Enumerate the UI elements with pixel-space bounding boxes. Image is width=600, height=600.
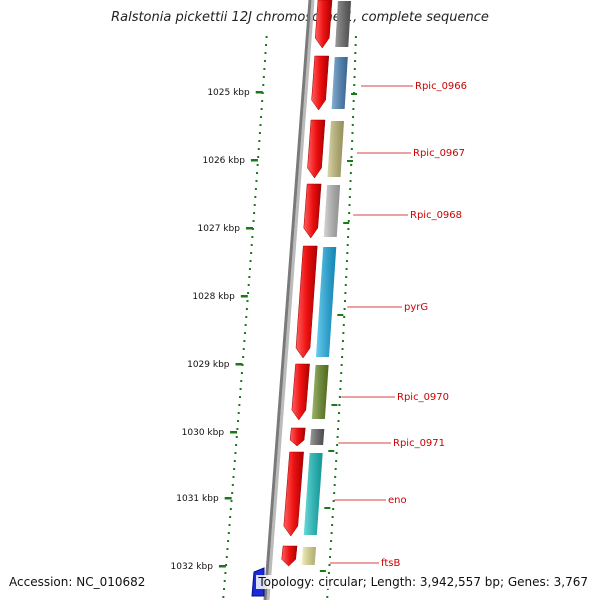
inner-tick-ring	[222, 36, 268, 598]
gene-bar-shading	[301, 547, 317, 565]
kbp-tick-label: 1028 kbp	[192, 292, 235, 302]
gene-tick	[331, 404, 338, 406]
cds-arrow	[291, 363, 310, 421]
gene-label[interactable]: Rpic_0971	[393, 438, 445, 449]
cds-arrow	[307, 119, 326, 179]
gene-tick	[328, 450, 335, 452]
gene-label[interactable]: Rpic_0966	[415, 81, 467, 92]
kbp-tick-mark	[245, 227, 253, 230]
cds-arrow	[314, 0, 333, 49]
kbp-tick-label: 1029 kbp	[187, 360, 230, 370]
kbp-tick-mark	[240, 295, 248, 298]
map-title: Ralstonia pickettii 12J chromosome 1, co…	[111, 10, 489, 25]
cds-arrow	[295, 245, 318, 359]
gene-label[interactable]: pyrG	[404, 302, 428, 313]
accession-label: Accession: NC_010682	[9, 575, 146, 589]
gene-bar-shading	[323, 185, 341, 237]
backbone-shadow	[266, 0, 315, 600]
gene-bar-shading	[316, 247, 337, 357]
cds-arrow	[311, 55, 330, 111]
gene-tick	[319, 570, 326, 572]
gene-label[interactable]: Rpic_0970	[397, 392, 449, 403]
topology-label: Topology: circular; Length: 3,942,557 bp…	[256, 575, 590, 589]
gene-bar-shading	[327, 121, 345, 177]
kbp-tick-mark	[255, 91, 263, 94]
gene-tick	[343, 222, 350, 224]
kbp-tick-label: 1025 kbp	[207, 88, 250, 98]
kbp-tick-mark	[230, 431, 238, 434]
kbp-tick-mark	[218, 565, 226, 568]
gene-bar-shading	[331, 57, 348, 109]
gene-label[interactable]: Rpic_0967	[413, 148, 465, 159]
gene-bar-shading	[303, 453, 323, 535]
kbp-tick-label: 1027 kbp	[198, 224, 241, 234]
backbone	[263, 0, 312, 600]
kbp-tick-mark	[235, 363, 243, 366]
kbp-tick-mark	[224, 497, 232, 500]
gene-tick	[351, 93, 358, 95]
gene-label[interactable]: ftsB	[381, 558, 400, 569]
cds-arrow	[283, 451, 304, 537]
gene-label[interactable]: Rpic_0968	[410, 210, 462, 221]
cds-arrow	[303, 183, 322, 239]
gene-bar-shading	[335, 1, 351, 47]
cds-arrow	[281, 545, 298, 567]
gene-tick	[324, 507, 331, 509]
kbp-tick-label: 1026 kbp	[203, 156, 246, 166]
gene-bar-shading	[311, 365, 329, 419]
gene-tick	[347, 160, 354, 162]
cds-arrow	[289, 427, 306, 447]
kbp-tick-label: 1030 kbp	[182, 428, 225, 438]
kbp-tick-mark	[250, 159, 258, 162]
gene-label[interactable]: eno	[388, 495, 407, 506]
kbp-tick-label: 1032 kbp	[171, 562, 214, 572]
kbp-tick-label: 1031 kbp	[176, 494, 219, 504]
gene-bar-shading	[310, 429, 325, 445]
gene-tick	[337, 314, 344, 316]
